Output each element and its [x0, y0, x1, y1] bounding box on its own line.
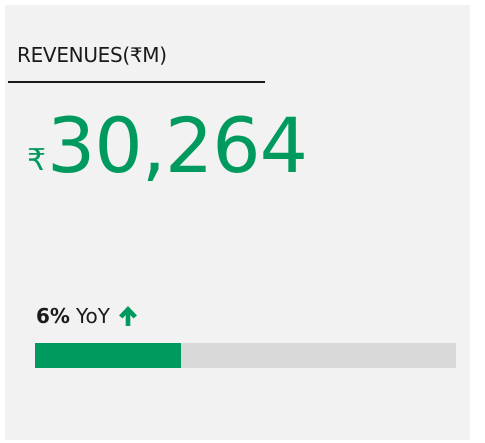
progress-fill	[35, 343, 181, 368]
up-arrow	[118, 306, 137, 326]
change-label: YoY	[75, 304, 110, 328]
currency-symbol: ₹	[27, 143, 47, 178]
change-value: 6%	[36, 304, 70, 328]
card-title: REVENUES(₹M)	[17, 43, 167, 67]
title-underline	[8, 81, 265, 83]
kpi-value: 30,264	[47, 101, 308, 190]
kpi-card: REVENUES(₹M) ₹ 30,264 6% YoY	[5, 5, 470, 440]
progress-track	[35, 343, 456, 368]
change-row: 6% YoY	[36, 304, 138, 328]
